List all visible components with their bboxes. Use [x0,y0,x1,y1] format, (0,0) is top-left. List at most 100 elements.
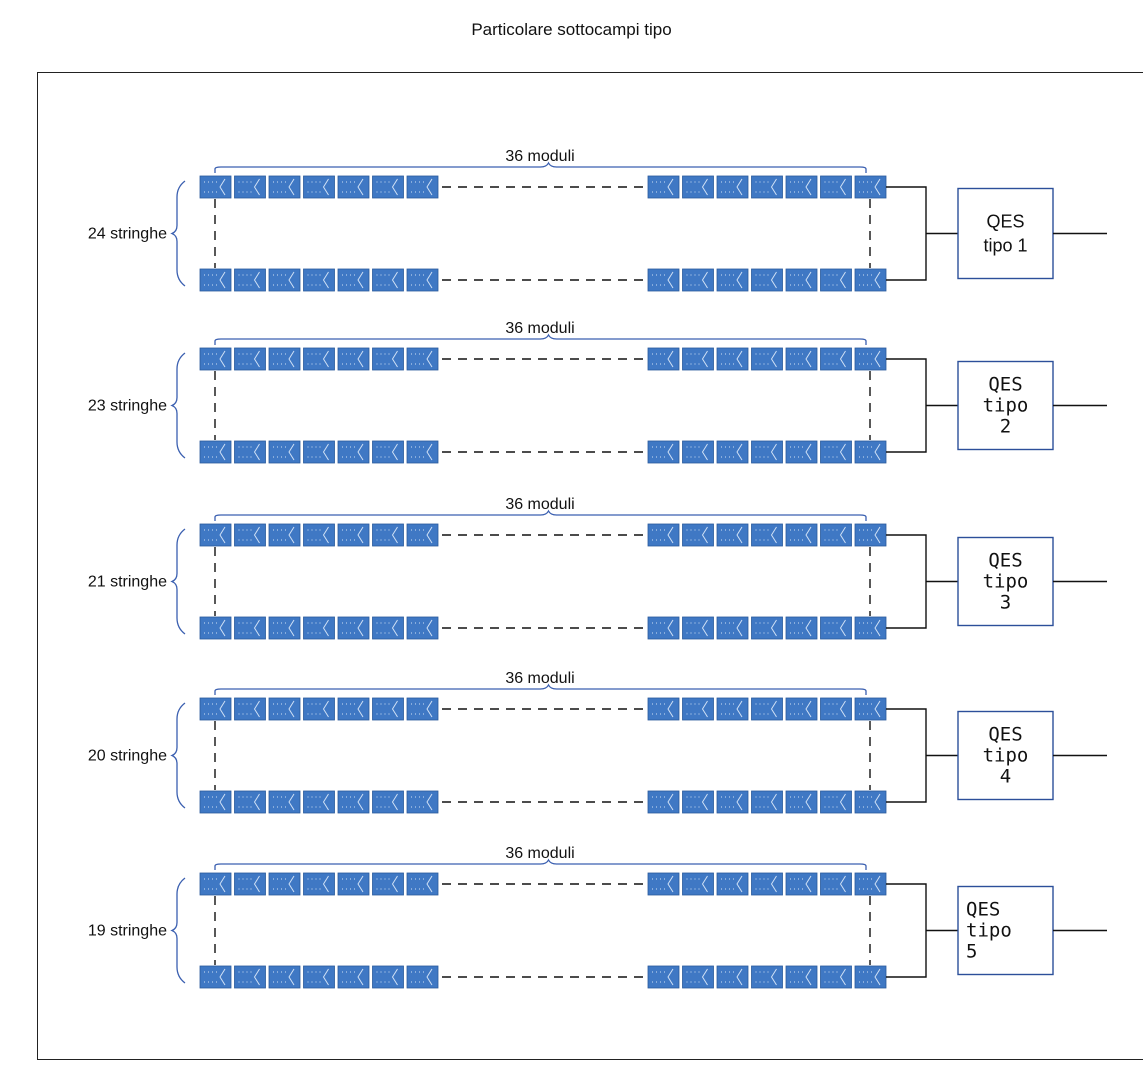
pv-module-icon [199,790,232,814]
modules-brace [214,683,867,695]
pv-module-icon [785,790,818,814]
pv-module-icon [199,175,232,199]
pv-module-icon [406,872,439,896]
pv-module-icon [751,175,783,199]
pv-module-icon [716,347,749,371]
pv-module-icon [785,347,818,371]
pv-module-icon [199,523,232,547]
pv-module-icon [820,965,852,989]
pv-module-icon [647,790,680,814]
pv-module-icon [372,440,404,464]
pv-module-icon [854,440,887,464]
pv-module-icon [199,965,232,989]
pv-module-icon [751,697,783,721]
pv-module-icon [820,347,852,371]
pv-module-icon [854,175,887,199]
pv-module-icon [268,440,301,464]
pv-module-icon [406,790,439,814]
strings-brace [170,702,186,809]
pv-module-icon [406,523,439,547]
strings-brace [170,528,186,635]
pv-module-icon [820,523,852,547]
pv-module-icon [682,872,714,896]
pv-module-icon [854,965,887,989]
pv-module-icon [268,616,301,640]
modules-brace [214,858,867,870]
pv-module-icon [682,175,714,199]
pv-module-icon [303,616,335,640]
pv-module-icon [234,965,266,989]
string-bus [886,186,927,281]
strings-count-label: 24 stringhe [88,226,167,243]
pv-module-icon [820,872,852,896]
pv-module-icon [372,268,404,292]
pv-module-icon [303,697,335,721]
pv-module-icon [716,175,749,199]
pv-module-icon [751,872,783,896]
qes-label-line: QES [986,212,1024,232]
pv-module-icon [820,268,852,292]
strings-brace [170,352,186,459]
pv-module-icon [372,347,404,371]
pv-module-icon [234,616,266,640]
qes-label-line: tipo [983,395,1029,417]
pv-module-icon [682,697,714,721]
pv-module-icon [372,523,404,547]
string-bus [886,708,927,803]
pv-module-icon [785,268,818,292]
pv-module-icon [785,697,818,721]
pv-module-icon [337,440,370,464]
pv-module-icon [716,697,749,721]
qes-label-line: 5 [966,941,977,963]
modules-count-label: 36 moduli [505,845,574,862]
qes-label-line: 4 [1000,766,1011,788]
pv-module-icon [854,697,887,721]
pv-module-icon [337,697,370,721]
pv-module-icon [234,872,266,896]
pv-module-icon [785,616,818,640]
pv-module-icon [337,616,370,640]
pv-module-icon [268,347,301,371]
pv-module-icon [199,697,232,721]
qes-label-line: QES [988,724,1022,746]
pv-module-icon [268,268,301,292]
subfield-1: 36 moduli 24 stringhe QES tipo 1 [88,148,1107,292]
strings-count-label: 19 stringhe [88,923,167,940]
pv-module-icon [303,872,335,896]
pv-module-icon [372,790,404,814]
strings-count-label: 23 stringhe [88,398,167,415]
string-bus [886,883,927,978]
pv-module-icon [785,965,818,989]
pv-module-icon [751,347,783,371]
pv-module-icon [406,616,439,640]
pv-module-icon [337,175,370,199]
pv-module-icon [785,440,818,464]
pv-module-icon [268,965,301,989]
pv-module-icon [820,175,852,199]
pv-module-icon [234,440,266,464]
pv-module-icon [647,175,680,199]
pv-module-icon [337,347,370,371]
pv-module-icon [372,697,404,721]
pv-module-icon [716,523,749,547]
pv-module-icon [406,268,439,292]
modules-count-label: 36 moduli [505,320,574,337]
pv-module-icon [854,872,887,896]
pv-module-icon [372,616,404,640]
pv-module-icon [854,790,887,814]
qes-label-line: 2 [1000,416,1011,438]
pv-module-icon [820,790,852,814]
pv-module-icon [268,697,301,721]
strings-brace [170,877,186,984]
pv-module-icon [854,347,887,371]
pv-module-icon [820,697,852,721]
pv-module-icon [647,965,680,989]
pv-module-icon [751,616,783,640]
pv-module-icon [716,790,749,814]
pv-module-icon [303,268,335,292]
pv-module-icon [303,175,335,199]
qes-box [957,536,1054,627]
pv-module-icon [268,790,301,814]
